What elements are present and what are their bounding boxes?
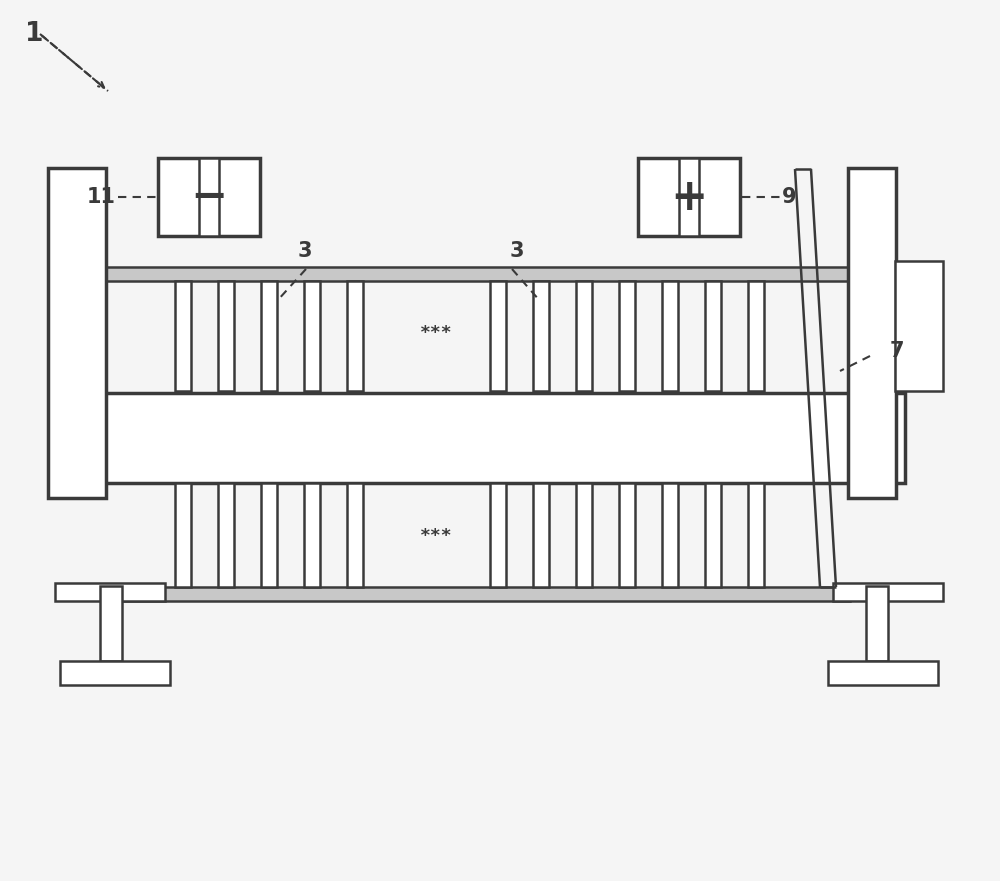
Bar: [261, 281, 277, 391]
Bar: [533, 281, 549, 391]
Text: +: +: [670, 175, 708, 218]
Bar: [105, 267, 850, 281]
Bar: [158, 158, 260, 236]
Bar: [619, 483, 635, 587]
Bar: [105, 587, 850, 601]
Bar: [218, 483, 234, 587]
Bar: [705, 281, 721, 391]
Bar: [100, 586, 122, 661]
Bar: [662, 483, 678, 587]
Bar: [866, 586, 888, 661]
Bar: [218, 281, 234, 391]
Bar: [848, 168, 896, 498]
Bar: [533, 483, 549, 587]
Text: ***: ***: [420, 324, 452, 342]
Text: 9: 9: [782, 187, 797, 207]
Text: 11: 11: [87, 187, 116, 207]
Bar: [304, 281, 320, 391]
Bar: [833, 583, 943, 601]
Bar: [662, 281, 678, 391]
Bar: [705, 483, 721, 587]
Bar: [576, 281, 592, 391]
Bar: [199, 158, 219, 236]
Bar: [679, 158, 699, 236]
Bar: [48, 168, 106, 498]
Bar: [55, 583, 165, 601]
Bar: [638, 158, 740, 236]
Text: 7: 7: [890, 341, 904, 361]
Bar: [175, 281, 191, 391]
Bar: [304, 483, 320, 587]
Text: ***: ***: [420, 527, 452, 545]
Bar: [347, 281, 363, 391]
Bar: [490, 281, 506, 391]
Bar: [175, 483, 191, 587]
Bar: [55, 393, 905, 483]
Bar: [619, 281, 635, 391]
Bar: [895, 261, 943, 391]
Text: 3: 3: [298, 241, 312, 261]
Bar: [347, 483, 363, 587]
Text: 1: 1: [25, 21, 44, 47]
Bar: [490, 483, 506, 587]
Text: −: −: [190, 175, 228, 218]
Bar: [828, 661, 938, 685]
Bar: [576, 483, 592, 587]
Bar: [748, 281, 764, 391]
Bar: [60, 661, 170, 685]
Bar: [261, 483, 277, 587]
Text: 3: 3: [510, 241, 524, 261]
Bar: [748, 483, 764, 587]
